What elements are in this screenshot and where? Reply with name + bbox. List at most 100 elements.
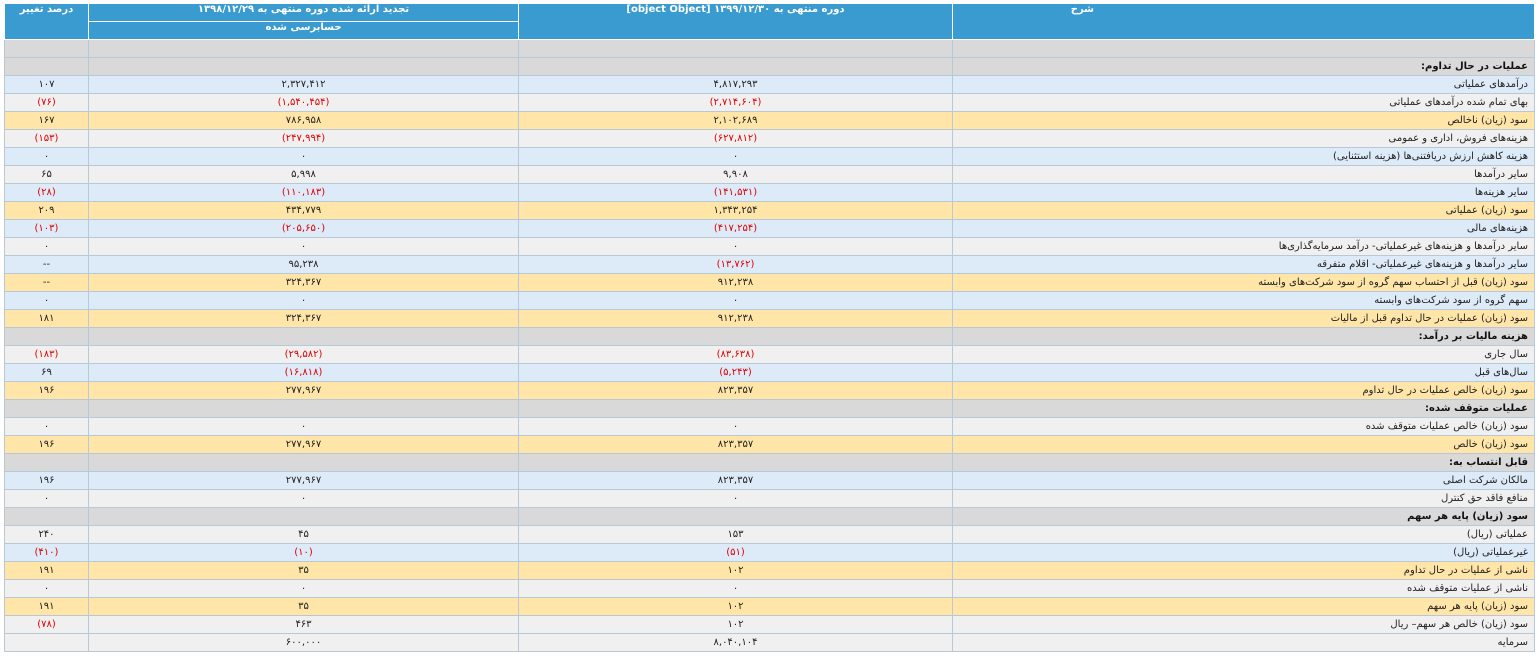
- row-description: هزینه کاهش ارزش دریافتنی‌ها (هزینه استثن…: [952, 147, 1535, 166]
- current-period-value: [518, 39, 953, 58]
- change-percent-value: ۰: [4, 147, 89, 166]
- change-percent-value: (۲۸): [4, 183, 89, 202]
- current-period-value: (۱۴۱,۵۳۱): [518, 183, 953, 202]
- table-row: سال جاری (۸۳,۶۳۸) (۲۹,۵۸۲) (۱۸۳): [4, 345, 1535, 364]
- statement-rows: عملیات در حال تداوم: درآمدهای عملیاتی ۴,۸۱…: [4, 39, 1535, 652]
- current-period-value: (۶۲۷,۸۱۲): [518, 129, 953, 148]
- prev-period-value: ۳۲۴,۳۶۷: [88, 309, 519, 328]
- change-percent-value: ۰: [4, 237, 89, 256]
- prev-period-value: ۰: [88, 291, 519, 310]
- table-row: سود (زیان) قبل از احتساب سهم گروه از سود…: [4, 273, 1535, 292]
- row-description: سرمایه: [952, 633, 1535, 652]
- prev-period-value: (۲۴۷,۹۹۴): [88, 129, 519, 148]
- current-period-value: ۸۲۳,۳۵۷: [518, 381, 953, 400]
- prev-period-value: (۱۶,۸۱۸): [88, 363, 519, 382]
- table-row: سود (زیان) پایه هر سهم ۱۰۲ ۳۵ ۱۹۱: [4, 597, 1535, 616]
- row-description: ناشی از عملیات در حال تداوم: [952, 561, 1535, 580]
- row-description: عملیات متوقف شده:: [952, 399, 1535, 418]
- prev-period-value: ۶۰۰,۰۰۰: [88, 633, 519, 652]
- change-percent-value: (۷۶): [4, 93, 89, 112]
- header-desc: شرح: [952, 3, 1535, 40]
- row-description: سهم گروه از سود شرکت‌های وابسته: [952, 291, 1535, 310]
- table-row: سود (زیان) خالص هر سهم– ریال ۱۰۲ ۴۶۳ (۷۸): [4, 615, 1535, 634]
- table-row: هزینه‌های فروش، اداری و عمومی (۶۲۷,۸۱۲) (۲…: [4, 129, 1535, 148]
- change-percent-value: --: [4, 273, 89, 292]
- prev-period-value: (۱,۵۴۰,۴۵۴): [88, 93, 519, 112]
- prev-period-value: ۷۸۶,۹۵۸: [88, 111, 519, 130]
- change-percent-value: ۱۹۶: [4, 471, 89, 490]
- row-description: هزینه‌های مالی: [952, 219, 1535, 238]
- row-description: سود (زیان) پایه هر سهم: [952, 507, 1535, 526]
- table-row: مالکان شرکت اصلی ۸۲۳,۳۵۷ ۲۷۷,۹۶۷ ۱۹۶: [4, 471, 1535, 490]
- current-period-value: ۴,۸۱۷,۲۹۳: [518, 75, 953, 94]
- current-period-value: [518, 399, 953, 418]
- change-percent-value: (۴۱۰): [4, 543, 89, 562]
- row-description: سود (زیان) عملیاتی: [952, 201, 1535, 220]
- row-description: منافع فاقد حق کنترل: [952, 489, 1535, 508]
- change-percent-value: ۶۵: [4, 165, 89, 184]
- row-description: عملیات در حال تداوم:: [952, 57, 1535, 76]
- prev-period-value: ۳۵: [88, 597, 519, 616]
- current-period-value: (۴۱۷,۲۵۴): [518, 219, 953, 238]
- current-period-value: ۲,۱۰۲,۶۸۹: [518, 111, 953, 130]
- prev-period-value: [88, 453, 519, 472]
- table-row: سایر درآمدها ۹,۹۰۸ ۵,۹۹۸ ۶۵: [4, 165, 1535, 184]
- row-description: سایر هزینه‌ها: [952, 183, 1535, 202]
- table-row: سایر درآمدها و هزینه‌های غیرعملیاتی- اقل…: [4, 255, 1535, 274]
- table-row: سود (زیان) خالص عملیات در حال تداوم ۸۲۳,۳…: [4, 381, 1535, 400]
- prev-period-value: ۳۵: [88, 561, 519, 580]
- row-description: بهای تمام شده درآمدهای عملیاتی: [952, 93, 1535, 112]
- change-percent-value: --: [4, 255, 89, 274]
- section-row: عملیات در حال تداوم:: [4, 57, 1535, 76]
- prev-period-value: [88, 39, 519, 58]
- table-row: سود (زیان) عملیاتی ۱,۳۴۳,۲۵۴ ۴۳۴,۷۷۹ ۲۰۹: [4, 201, 1535, 220]
- change-percent-value: [4, 39, 89, 58]
- prev-period-value: ۲۷۷,۹۶۷: [88, 471, 519, 490]
- prev-period-value: ۰: [88, 489, 519, 508]
- change-percent-value: ۱۶۷: [4, 111, 89, 130]
- prev-period-value: [88, 327, 519, 346]
- row-description: سود (زیان) قبل از احتساب سهم گروه از سود…: [952, 273, 1535, 292]
- row-description: سود (زیان) خالص عملیات متوقف شده: [952, 417, 1535, 436]
- change-percent-value: ۰: [4, 291, 89, 310]
- current-period-value: [518, 507, 953, 526]
- change-percent-value: ۲۰۹: [4, 201, 89, 220]
- section-row: هزینه مالیات بر درآمد:: [4, 327, 1535, 346]
- current-period-value: ۹۱۲,۲۳۸: [518, 309, 953, 328]
- current-period-value: ۱۰۲: [518, 597, 953, 616]
- prev-period-value: [88, 57, 519, 76]
- prev-period-value: ۴۶۳: [88, 615, 519, 634]
- current-period-value: ۰: [518, 489, 953, 508]
- change-percent-value: [4, 399, 89, 418]
- change-percent-value: ۱۹۱: [4, 597, 89, 616]
- current-period-value: (۲,۷۱۴,۶۰۴): [518, 93, 953, 112]
- row-description: مالکان شرکت اصلی: [952, 471, 1535, 490]
- prev-period-value: ۰: [88, 579, 519, 598]
- current-period-value: ۰: [518, 579, 953, 598]
- income-statement-table: شرح دوره منتهی به ۱۳۹۹/۱۲/۳۰ [object Obj…: [4, 3, 1535, 652]
- current-period-value: ۱۵۳: [518, 525, 953, 544]
- prev-period-value: (۲۰۵,۶۵۰): [88, 219, 519, 238]
- row-description: سود (زیان) پایه هر سهم: [952, 597, 1535, 616]
- row-description: سود (زیان) خالص: [952, 435, 1535, 454]
- row-description: سود (زیان) عملیات در حال تداوم قبل از ما…: [952, 309, 1535, 328]
- current-period-value: ۰: [518, 147, 953, 166]
- table-row: ناشی از عملیات در حال تداوم ۱۰۲ ۳۵ ۱۹۱: [4, 561, 1535, 580]
- section-row: قابل انتساب به:: [4, 453, 1535, 472]
- table-row: هزینه‌های مالی (۴۱۷,۲۵۴) (۲۰۵,۶۵۰) (۱۰۳): [4, 219, 1535, 238]
- table-row: منافع فاقد حق کنترل ۰ ۰ ۰: [4, 489, 1535, 508]
- table-row: سود (زیان) عملیات در حال تداوم قبل از ما…: [4, 309, 1535, 328]
- change-percent-value: [4, 453, 89, 472]
- row-description: هزینه‌های فروش، اداری و عمومی: [952, 129, 1535, 148]
- prev-period-value: ۲۷۷,۹۶۷: [88, 435, 519, 454]
- change-percent-value: [4, 327, 89, 346]
- table-row: سرمایه ۸,۰۴۰,۱۰۴ ۶۰۰,۰۰۰: [4, 633, 1535, 652]
- income-statement: شرح دوره منتهی به ۱۳۹۹/۱۲/۳۰ [object Obj…: [4, 3, 1535, 652]
- change-percent-value: ۰: [4, 417, 89, 436]
- prev-period-value: ۲,۳۲۷,۴۱۲: [88, 75, 519, 94]
- current-period-value: ۸۲۳,۳۵۷: [518, 435, 953, 454]
- change-percent-value: ۱۸۱: [4, 309, 89, 328]
- change-percent-value: (۱۵۳): [4, 129, 89, 148]
- section-row: سود (زیان) پایه هر سهم: [4, 507, 1535, 526]
- change-percent-value: [4, 57, 89, 76]
